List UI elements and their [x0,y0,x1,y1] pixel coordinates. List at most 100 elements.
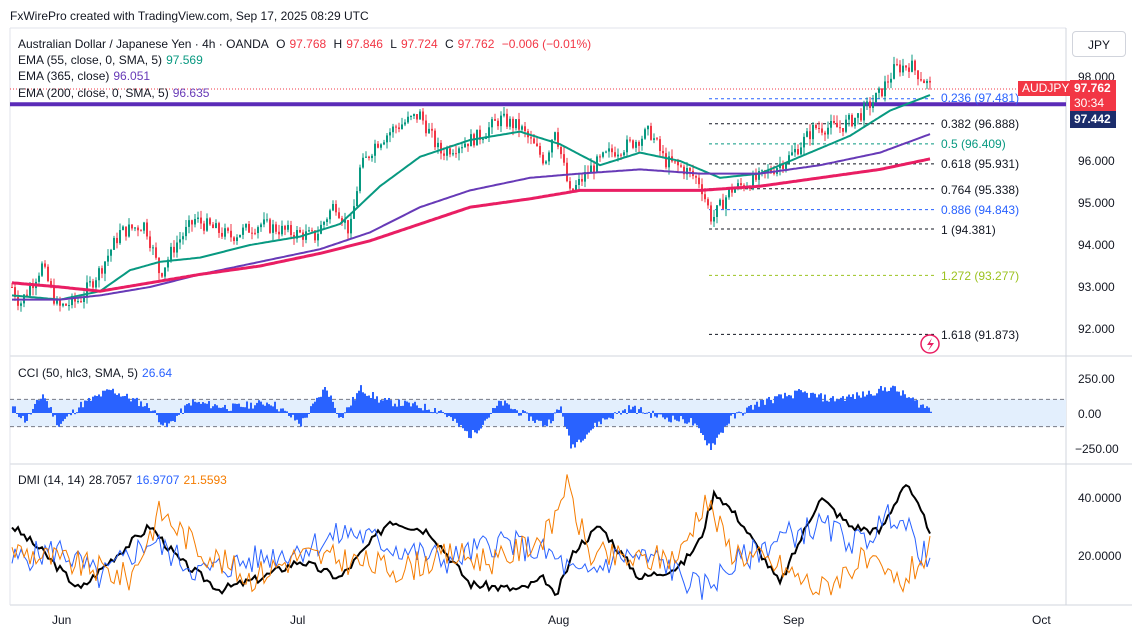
candle-body [269,219,271,233]
candle-body [107,255,109,262]
candle-body [590,165,592,174]
cci-y-tick-label: 0.00 [1078,407,1102,421]
cci-bar [850,396,852,413]
cci-bar [922,404,924,413]
candle-body [401,124,403,129]
cci-bar [612,413,614,419]
cci-bar [874,395,876,413]
cci-bar [830,397,832,413]
cci-bar [296,413,298,420]
cci-bar [20,413,22,419]
candle-body [488,127,490,137]
cci-bar [234,403,236,413]
cci-bar [60,413,62,424]
ema55-legend[interactable]: EMA (55, close, 0, SMA, 5) 97.569 [18,53,203,67]
change-value: −0.006 (−0.01%) [501,37,592,51]
cci-bar [458,413,460,427]
candle-body [533,138,535,144]
cci-bar [184,405,186,413]
candle-body [80,301,82,303]
cci-bar [560,406,562,413]
last-price-tag: 97.762 [1070,80,1116,97]
candle-body [896,64,898,66]
candle-body [458,148,460,154]
cci-bar [692,413,694,426]
candle-body [773,172,775,174]
fib-level-label: 0.5 (96.409) [941,137,1006,151]
ema200-legend[interactable]: EMA (200, close, 0, SMA, 5) 96.635 [18,86,210,100]
cci-bar [630,409,632,413]
candle-body [509,118,511,127]
candle-body [800,147,802,155]
candle-body [260,224,262,228]
cci-bar [700,413,702,434]
cci-bar [160,413,162,425]
candle-body [551,139,553,153]
candle-body [167,259,169,268]
candle-body [389,132,391,136]
cci-bar [586,413,588,435]
cci-bar [364,393,366,413]
candle-body [728,188,730,198]
dmi-legend[interactable]: DMI (14, 14) 28.7057 16.9707 21.5593 [18,473,227,487]
candle-body [209,218,211,225]
cci-legend[interactable]: CCI (50, hlc3, SMA, 5) 26.64 [18,366,173,380]
cci-bar [774,396,776,413]
candle-body [725,197,727,209]
cci-bar [228,411,230,413]
candle-body [785,163,787,169]
cci-bar [352,396,354,413]
cci-bar [120,396,122,413]
y-tick-label: 94.000 [1078,238,1115,252]
cci-bar [438,411,440,413]
cci-bar [672,413,674,416]
cci-bar [690,413,692,419]
candle-body [299,230,301,233]
candle-body [170,246,172,260]
cci-bar [170,413,172,422]
cci-bar [26,413,28,421]
candle-body [887,81,889,83]
candle-body [548,152,550,162]
cci-bar [598,413,600,422]
cci-bar [834,401,836,413]
ema-price-tag: 97.442 [1070,111,1116,128]
cci-bar [310,406,312,413]
currency-button[interactable]: JPY [1072,31,1126,57]
cci-bar [370,397,372,413]
cci-bar [200,403,202,413]
cci-bar [536,413,538,420]
candle-body [155,247,157,258]
candle-body [872,102,874,108]
cci-bar [854,398,856,413]
cci-bar [534,413,536,423]
cci-bar [706,413,708,446]
candle-body [83,297,85,303]
cci-bar [320,396,322,413]
cci-bar [312,403,314,413]
cci-bar [368,395,370,413]
candle-body [674,161,676,163]
cci-bar [286,411,288,413]
cci-bar [208,401,210,413]
cci-bar [660,413,662,415]
candle-body [860,113,862,121]
cci-bar [206,403,208,413]
candle-body [119,230,121,244]
cci-bar [264,405,266,413]
cci-bar [130,401,132,413]
cci-bar [496,405,498,413]
candle-body [161,273,163,277]
cci-bar [196,402,198,413]
candle-body [563,154,565,163]
candle-body [101,268,103,274]
ema365-legend[interactable]: EMA (365, close) 96.051 [18,69,151,83]
cci-bar [784,392,786,413]
cci-bar [816,397,818,413]
candle-body [854,117,856,127]
cci-bar [274,401,276,413]
cci-bar [484,413,486,421]
cci-bar [422,410,424,413]
candle-body [503,113,505,116]
candle-body [374,143,376,156]
